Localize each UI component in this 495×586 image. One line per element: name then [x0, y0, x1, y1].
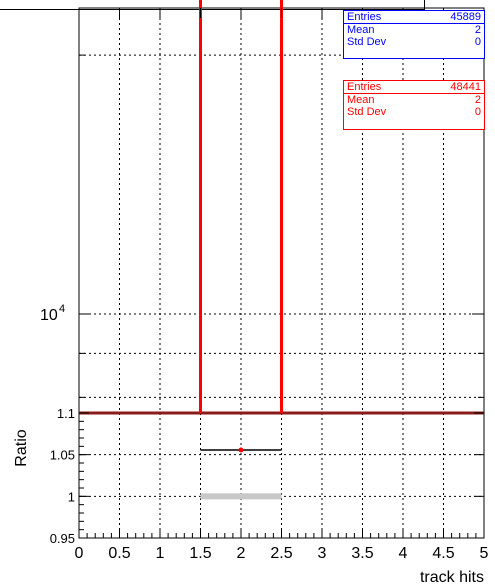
x-tick-label: 3.5 [351, 545, 373, 562]
std-dev-label: Std Dev [347, 106, 387, 118]
x-tick-label: 1.5 [189, 545, 211, 562]
x-tick-label: 2 [237, 545, 246, 562]
x-tick-label: 4 [399, 545, 408, 562]
y-tick-label-exponent: 4 [59, 303, 65, 315]
y-tick-label: 10 [40, 307, 58, 324]
histogram-bar-red [199, 0, 283, 413]
entries-label: Entries [347, 81, 382, 93]
stat-box-blue: Entries 45889 Mean 2 Std Dev 0 [343, 10, 485, 59]
entries-label: Entries [347, 11, 382, 23]
x-tick-label: 4.5 [432, 545, 454, 562]
entries-value: 45889 [450, 11, 481, 23]
std-dev-label: Std Dev [347, 36, 387, 48]
mean-value: 2 [474, 94, 481, 106]
x-axis-label: track hits [420, 569, 484, 586]
mean-label: Mean [347, 94, 375, 106]
stat-box-red: Entries 48441 Mean 2 Std Dev 0 [343, 80, 485, 130]
std-dev-value: 0 [474, 36, 481, 48]
x-tick-label: 1 [156, 545, 165, 562]
ratio-unit-band [200, 493, 282, 500]
y-axis-label: Ratio [13, 429, 30, 466]
std-dev-value: 0 [474, 106, 481, 118]
x-tick-label: 2.5 [270, 545, 292, 562]
ratio-point [238, 447, 244, 453]
mean-label: Mean [347, 24, 375, 36]
y-tick-label: 1 [68, 489, 75, 504]
entries-value: 48441 [450, 81, 481, 93]
y-tick-label: 1.05 [50, 448, 75, 463]
y-tick-label: 0.95 [50, 531, 75, 546]
title-box [0, 0, 425, 10]
y-tick-label: 1.1 [57, 406, 75, 421]
x-tick-label: 0 [75, 545, 84, 562]
x-tick-label: 5 [480, 545, 489, 562]
x-tick-label: 0.5 [108, 545, 130, 562]
mean-value: 2 [474, 24, 481, 36]
x-tick-label: 3 [318, 545, 327, 562]
